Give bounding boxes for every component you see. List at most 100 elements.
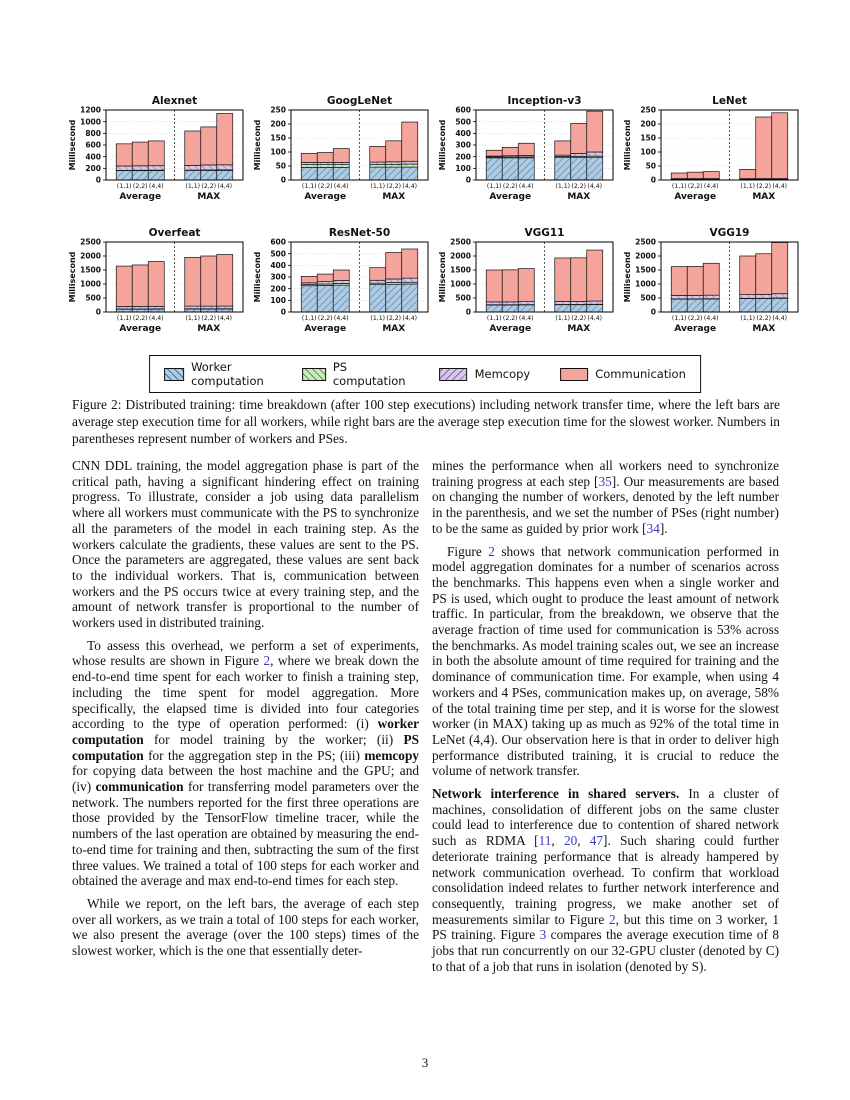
svg-text:(4,4): (4,4) [149, 183, 164, 190]
chart-resnet-50: 0 100 200 300 400 500 600 (1,1) (2,2) (4,4) Averag… [251, 226, 436, 348]
svg-text:500: 500 [270, 249, 286, 258]
right-text-column: mines the performance when all workers n… [432, 458, 779, 982]
svg-text:(4,4): (4,4) [772, 183, 787, 190]
paragraph: Figure 2 shows that network communicatio… [432, 544, 779, 780]
body-text: for the aggregation step in the PS; (iii… [143, 747, 365, 763]
body-text: While we report, on the left bars, the a… [72, 895, 419, 959]
svg-text:(4,4): (4,4) [149, 315, 164, 322]
svg-text:(1,1): (1,1) [185, 183, 200, 190]
body-text: ]. Our measurements are based on changin… [432, 473, 779, 536]
svg-text:0: 0 [466, 176, 471, 185]
svg-text:50: 50 [646, 162, 656, 171]
body-text: ]. [659, 520, 668, 536]
svg-text:(1,1): (1,1) [672, 315, 687, 322]
svg-text:(4,4): (4,4) [587, 183, 602, 190]
svg-text:MAX: MAX [567, 324, 590, 334]
svg-text:(1,1): (1,1) [302, 183, 317, 190]
svg-text:0: 0 [651, 176, 656, 185]
paragraph: While we report, on the left bars, the a… [72, 896, 419, 959]
svg-text:(2,2): (2,2) [503, 315, 518, 322]
citation-link[interactable]: 11 [538, 833, 552, 849]
citation-link[interactable]: 20 [563, 833, 578, 849]
svg-text:Millisecond: Millisecond [253, 251, 262, 302]
svg-text:2000: 2000 [80, 252, 101, 261]
svg-text:MAX: MAX [382, 192, 405, 202]
left-text-column: CNN DDL training, the model aggregation … [72, 458, 419, 966]
svg-text:Average: Average [489, 192, 531, 202]
svg-text:MAX: MAX [197, 324, 220, 334]
body-text: , where we break down the end-to-end tim… [72, 653, 419, 732]
svg-text:200: 200 [455, 152, 471, 161]
body-text: In a cluster of machines, consolidation … [432, 786, 779, 849]
chart-vgg11: 0 500 1000 1500 2000 2500 (1,1) (2,2) (4,4) Avera… [436, 226, 621, 348]
svg-text:2500: 2500 [80, 238, 101, 247]
bold-text: worker computation [72, 716, 419, 747]
svg-text:(2,2): (2,2) [133, 183, 148, 190]
svg-text:(1,1): (1,1) [555, 183, 570, 190]
body-text: compares the average execution time of 8… [432, 927, 779, 974]
citation-link[interactable]: 34 [646, 520, 660, 536]
svg-text:(4,4): (4,4) [402, 183, 417, 190]
figure-caption: Figure 2: Distributed training: time bre… [72, 397, 780, 446]
svg-text:VGG11: VGG11 [525, 227, 565, 239]
citation-link[interactable]: 3 [539, 927, 547, 943]
chart-vgg19: 0 500 1000 1500 2000 2500 (1,1) (2,2) (4,4) Avera… [621, 226, 806, 348]
svg-text:(2,2): (2,2) [688, 315, 703, 322]
svg-text:(2,2): (2,2) [201, 315, 216, 322]
svg-text:(1,1): (1,1) [740, 183, 755, 190]
svg-text:0: 0 [651, 308, 656, 317]
paragraph: mines the performance when all workers n… [432, 458, 779, 537]
ps-computation-swatch [301, 367, 326, 381]
legend-item-ps-computation: PS computation [301, 360, 410, 388]
paragraph: To assess this overhead, we perform a se… [72, 638, 419, 889]
citation-link[interactable]: 35 [598, 473, 612, 489]
legend-label: Communication [595, 367, 686, 381]
svg-text:(4,4): (4,4) [587, 315, 602, 322]
citation-link[interactable]: 2 [488, 543, 495, 559]
legend-item-memcopy: Memcopy [439, 367, 530, 381]
svg-text:Alexnet: Alexnet [152, 95, 197, 107]
svg-text:GoogLeNet: GoogLeNet [327, 95, 392, 107]
svg-text:VGG19: VGG19 [710, 227, 750, 239]
svg-text:Average: Average [119, 324, 161, 334]
legend-item-worker-computation: Worker computation [164, 360, 272, 388]
citation-link[interactable]: 2 [608, 911, 616, 927]
svg-text:50: 50 [276, 162, 286, 171]
svg-text:(4,4): (4,4) [334, 315, 349, 322]
svg-text:100: 100 [270, 148, 286, 157]
svg-text:Average: Average [119, 192, 161, 202]
svg-text:MAX: MAX [752, 324, 775, 334]
chart-lenet: 0 50 100 150 200 250 (1,1) (2,2) (4,4) Average (1,… [621, 94, 806, 216]
svg-text:250: 250 [640, 106, 656, 115]
body-text: To assess this overhead, we perform a se… [72, 637, 419, 669]
citation-link[interactable]: 2 [263, 653, 271, 669]
memcopy-swatch [439, 367, 468, 381]
chart-inception-v3: 0 100 200 300 400 500 600 (1,1) (2,2) (4,4) Averag… [436, 94, 621, 216]
svg-text:(2,2): (2,2) [756, 315, 771, 322]
svg-text:(1,1): (1,1) [740, 315, 755, 322]
svg-text:200: 200 [270, 120, 286, 129]
svg-text:(1,1): (1,1) [487, 315, 502, 322]
svg-text:(2,2): (2,2) [688, 183, 703, 190]
legend-item-communication: Communication [560, 367, 686, 381]
svg-text:Inception-v3: Inception-v3 [507, 95, 581, 107]
svg-text:(1,1): (1,1) [370, 315, 385, 322]
bold-text: communication [95, 779, 184, 795]
svg-text:2500: 2500 [450, 238, 471, 247]
svg-text:2000: 2000 [635, 252, 656, 261]
svg-text:(2,2): (2,2) [318, 183, 333, 190]
svg-text:Millisecond: Millisecond [623, 251, 632, 302]
paragraph: Network interference in shared servers. … [432, 786, 779, 974]
svg-text:500: 500 [455, 117, 471, 126]
chart-alexnet: 0 200 400 600 800 1000 1200 (1,1) (2,2) (4,4) Aver… [66, 94, 251, 216]
svg-text:1200: 1200 [80, 106, 101, 115]
svg-text:(2,2): (2,2) [503, 183, 518, 190]
svg-text:1000: 1000 [80, 117, 101, 126]
svg-text:(4,4): (4,4) [334, 183, 349, 190]
citation-link[interactable]: 47 [589, 833, 604, 849]
svg-text:(1,1): (1,1) [672, 183, 687, 190]
worker-computation-swatch [164, 367, 185, 381]
bold-text: PS computation [72, 731, 419, 763]
svg-text:2000: 2000 [450, 252, 471, 261]
body-text: , [551, 833, 564, 849]
